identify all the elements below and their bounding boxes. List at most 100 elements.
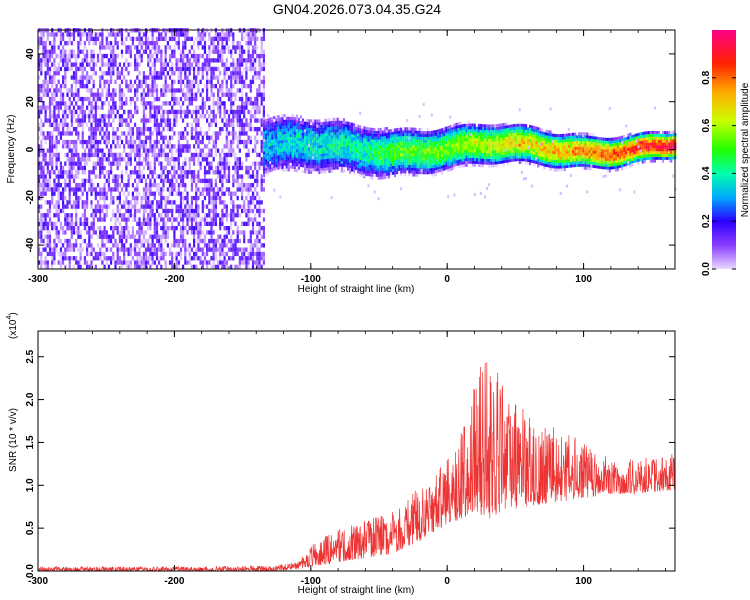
- spectrogram-cell: [365, 149, 368, 153]
- spectrogram-cell: [320, 122, 323, 126]
- spectrogram-cell: [332, 146, 335, 150]
- spectrogram-cell: [232, 84, 235, 89]
- spectrogram-cell: [57, 183, 60, 188]
- spectrogram-cell: [212, 84, 215, 89]
- spectrogram-cell: [59, 247, 62, 252]
- spectrogram-cell: [197, 247, 200, 252]
- spectrogram-cell: [283, 139, 286, 143]
- spectrogram-cell: [38, 204, 41, 209]
- spectrogram-cell: [158, 213, 161, 218]
- spectrogram-cell: [238, 148, 241, 153]
- spectrogram-cell: [197, 88, 200, 93]
- spectrogram-cell: [105, 131, 108, 136]
- spectrogram-cell: [136, 208, 139, 214]
- spectrogram-cell: [232, 114, 235, 119]
- spectrogram-cell: [344, 138, 347, 142]
- spectrogram-cell: [66, 53, 69, 59]
- spectrogram-cell: [351, 145, 354, 149]
- spectrogram-cell: [57, 251, 60, 257]
- spectrogram-cell: [105, 213, 108, 218]
- spectrogram-cell: [66, 66, 69, 72]
- spectrogram-cell: [123, 234, 126, 239]
- spectrogram-cell: [134, 178, 137, 183]
- spectrogram-cell: [203, 58, 207, 63]
- spectrogram-cell: [238, 260, 241, 265]
- spectrogram-cell: [273, 121, 276, 125]
- spectrogram-cell: [245, 256, 248, 261]
- spectrogram-cell: [140, 41, 143, 46]
- spectrogram-cell: [42, 152, 45, 158]
- spectrogram-cell: [83, 213, 86, 218]
- spectrogram-cell: [258, 127, 261, 132]
- spectrogram-cell: [208, 36, 211, 41]
- spectrogram-cell: [62, 243, 65, 248]
- spectrogram-cell: [214, 114, 217, 119]
- spectrogram-cell: [175, 32, 178, 37]
- spectrogram-cell: [353, 137, 356, 141]
- spectrogram-cell: [260, 62, 263, 67]
- spectrogram-cell: [48, 217, 52, 222]
- spectrogram-cell: [318, 162, 321, 166]
- spectrogram-cell: [394, 162, 397, 166]
- spectrogram-cell: [260, 49, 263, 54]
- spectrogram-cell: [234, 109, 237, 115]
- spectrogram-cell: [48, 148, 52, 153]
- spectrogram-cell: [103, 256, 106, 261]
- spectrogram-cell: [210, 195, 213, 201]
- spectrogram-cell: [127, 88, 130, 93]
- spectrogram-cell: [147, 148, 150, 153]
- spectrogram-cell: [383, 164, 386, 168]
- spectrogram-cell: [203, 36, 207, 41]
- spectrogram-cell: [127, 49, 130, 54]
- spectrogram-cell: [164, 75, 167, 80]
- spectrogram-cell: [312, 131, 315, 134]
- spectrogram-cell: [90, 36, 93, 41]
- spectrogram-cell: [273, 188, 276, 192]
- spectrogram-cell: [129, 53, 132, 59]
- spectrogram-cell: [357, 153, 360, 157]
- spectrogram-cell: [68, 101, 71, 106]
- spectrogram-cell: [42, 157, 45, 162]
- spectrogram-cell: [258, 84, 261, 89]
- spectrogram-cell: [168, 187, 172, 192]
- spectrogram-cell: [155, 226, 159, 231]
- spectrogram-cell: [64, 122, 67, 127]
- spectrogram-cell: [105, 139, 108, 145]
- spectrogram-cell: [251, 260, 255, 265]
- spectrogram-cell: [188, 71, 191, 76]
- spectrogram-cell: [40, 127, 43, 132]
- spectrogram-cell: [195, 230, 198, 235]
- spectrogram-cell: [225, 36, 228, 41]
- spectrogram-cell: [369, 144, 372, 148]
- spectrogram-cell: [283, 137, 286, 140]
- spectrogram-cell: [297, 152, 300, 156]
- spectrogram-cell: [46, 187, 49, 192]
- spectrogram-cell: [149, 41, 152, 46]
- spectrogram-cell: [410, 144, 413, 148]
- spectrogram-cell: [40, 238, 43, 244]
- spectrogram-cell: [326, 152, 329, 156]
- spectrogram-cell: [142, 251, 145, 257]
- spectrogram-cell: [383, 173, 386, 177]
- spectrogram-cell: [330, 149, 333, 153]
- spectrogram-cell: [48, 152, 52, 158]
- spectrogram-cell: [262, 243, 265, 248]
- spectrogram-cell: [396, 142, 399, 146]
- spectrogram-cell: [114, 101, 117, 106]
- spectrogram-cell: [62, 204, 65, 209]
- spectrogram-cell: [316, 165, 319, 169]
- spectrogram-cell: [72, 79, 76, 84]
- spectrogram-cell: [177, 191, 180, 196]
- spectrogram-cell: [363, 132, 366, 136]
- spectrogram-cell: [147, 191, 150, 196]
- spectrogram-cell: [221, 49, 224, 54]
- spectrogram-cell: [44, 183, 47, 188]
- spectrogram-cell: [70, 66, 73, 72]
- spectrogram-cell: [206, 260, 209, 265]
- spectrogram-cell: [373, 190, 376, 194]
- spectrogram-cell: [332, 120, 335, 124]
- spectrogram-cell: [66, 204, 69, 209]
- spectrogram-cell: [371, 153, 374, 157]
- spectrogram-cell: [208, 183, 211, 188]
- spectrogram-cell: [324, 141, 327, 145]
